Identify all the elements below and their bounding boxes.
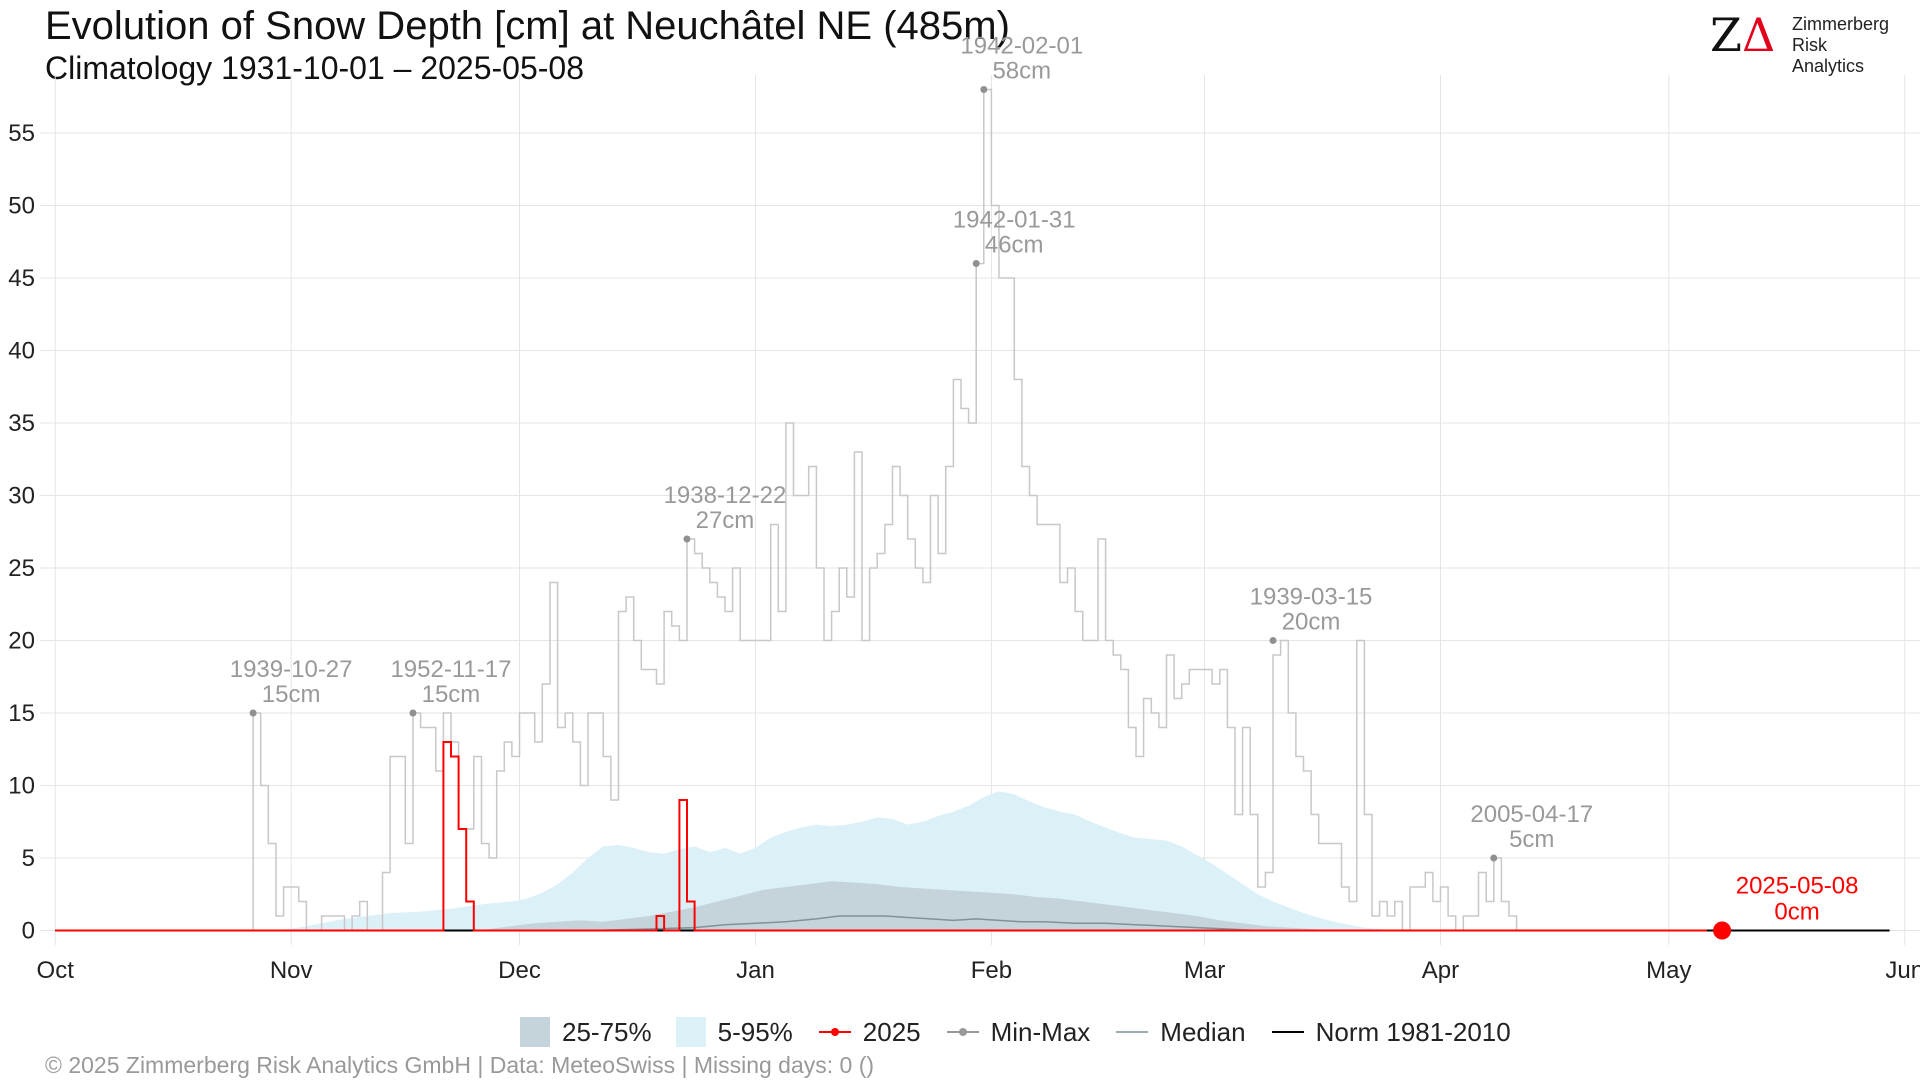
legend-label-minmax: Min-Max [990,1016,1091,1047]
record-point [249,709,257,717]
record-date-label: 1952-11-17 [390,656,511,683]
current-value-label: 0cm [1774,899,1819,926]
x-tick-label: Apr [1422,957,1459,984]
record-value-label: 58cm [992,58,1051,85]
legend-item-norm: Norm 1981-2010 [1270,1017,1511,1048]
legend: 25-75% 5-95% 2025 Min-Max Median Norm 19… [520,1014,1535,1050]
chart-title: Evolution of Snow Depth [cm] at Neuchâte… [45,4,1010,48]
record-value-label: 46cm [985,232,1044,259]
record-date-label: 1938-12-22 [664,482,787,509]
legend-key-2025 [818,1028,851,1036]
y-tick-label: 30 [8,483,35,510]
y-tick-label: 0 [22,918,35,945]
legend-swatch-25-75 [520,1017,550,1047]
record-value-label: 15cm [262,681,321,708]
legend-key-minmax [946,1028,979,1036]
record-value-label: 15cm [422,681,481,708]
y-tick-label: 40 [8,338,35,365]
legend-label-2025: 2025 [862,1016,921,1047]
chart-subtitle: Climatology 1931-10-01 – 2025-05-08 [45,50,585,86]
record-point [1490,854,1498,862]
legend-item-25-75: 25-75% [520,1017,652,1048]
legend-swatch-5-95 [675,1017,706,1047]
legend-item-2025: 2025 [817,1017,921,1048]
record-value-label: 20cm [1282,609,1341,636]
y-tick-label: 10 [8,773,35,800]
record-point [1269,637,1277,644]
record-point [972,260,980,267]
y-tick-label: 45 [8,265,35,292]
current-date-label: 2025-05-08 [1736,873,1859,900]
x-tick-label: Oct [37,957,75,984]
record-value-label: 5cm [1509,826,1554,853]
snow-depth-chart: 1939-10-2715cm1952-11-1715cm1938-12-2227… [8,33,1920,984]
x-tick-label: Dec [498,957,541,984]
legend-item-5-95: 5-95% [675,1016,793,1048]
logo-mark-icon: ZΔ [1710,8,1776,62]
legend-item-median: Median [1114,1016,1246,1048]
record-point [980,86,988,93]
minmax-line [55,88,1669,932]
legend-label-5-95: 5-95% [717,1016,793,1047]
x-tick-label: Nov [270,957,313,984]
record-point [683,535,691,543]
x-tick-label: Mar [1184,957,1225,984]
legend-label-norm: Norm 1981-2010 [1315,1016,1511,1047]
band-5-95 [55,791,1669,931]
y-tick-label: 25 [8,555,35,582]
legend-label-25-75: 25-75% [562,1016,652,1047]
logo-line2: Risk Analytics [1792,35,1865,76]
legend-key-median [1116,1031,1149,1033]
x-tick-label: Jun [1885,957,1920,984]
legend-key-norm [1271,1031,1304,1033]
y-tick-label: 35 [8,410,35,437]
y-tick-label: 5 [22,845,35,872]
logo-line1: Zimmerberg [1792,14,1890,34]
record-date-label: 1942-02-01 [960,33,1083,60]
record-date-label: 1942-01-31 [953,207,1076,234]
y-tick-label: 55 [8,120,35,147]
median-line [55,915,1669,932]
y-tick-label: 50 [8,193,35,220]
y-tick-label: 20 [8,628,35,655]
x-tick-label: Feb [971,957,1012,984]
footer-credit: © 2025 Zimmerberg Risk Analytics GmbH | … [45,1052,875,1078]
series-2025-line [55,741,1707,932]
current-value-point [1713,921,1732,940]
legend-item-minmax: Min-Max [945,1016,1091,1048]
company-logo: ZΔ Zimmerberg Risk Analytics [1710,8,1900,76]
y-tick-label: 15 [8,700,35,727]
band-25-75 [55,881,1669,931]
x-tick-label: Jan [736,957,775,984]
record-date-label: 1939-10-27 [230,656,353,683]
record-point [409,709,417,717]
x-tick-label: May [1646,957,1691,984]
record-value-label: 27cm [696,507,755,534]
legend-label-median: Median [1160,1016,1246,1047]
record-date-label: 1939-03-15 [1250,584,1373,611]
record-date-label: 2005-04-17 [1470,801,1593,828]
